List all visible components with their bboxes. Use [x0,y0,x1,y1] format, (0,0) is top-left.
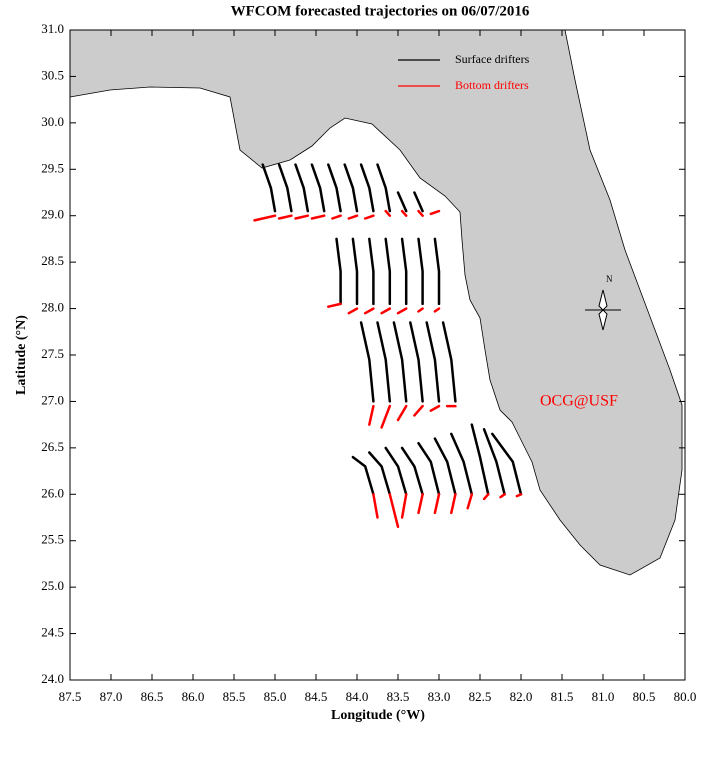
y-tick-label: 26.5 [41,439,64,454]
y-tick-label: 30.5 [41,67,64,82]
svg-text:N: N [606,274,613,284]
x-tick-label: 83.5 [387,689,410,704]
legend: Surface drifters Bottom drifters [398,52,530,92]
y-tick-label: 29.5 [41,160,64,175]
x-tick-label: 80.5 [633,689,656,704]
x-tick-label: 86.0 [182,689,205,704]
y-tick-label: 31.0 [41,21,64,36]
x-tick-label: 87.0 [100,689,123,704]
y-tick-label: 25.0 [41,578,64,593]
x-tick-label: 81.0 [592,689,615,704]
x-tick-label: 81.5 [551,689,574,704]
annotation: OCG@USF [540,393,618,410]
y-tick-label: 27.0 [41,392,64,407]
legend-label: Bottom drifters [455,78,529,92]
trajectory [261,163,523,496]
x-tick-label: 82.0 [510,689,533,704]
chart-title: WFCOM forecasted trajectories on 06/07/2… [231,3,530,19]
x-tick-label: 84.0 [346,689,369,704]
y-tick-label: 24.5 [41,625,64,640]
x-tick-label: 84.5 [305,689,328,704]
x-axis-label: Longitude (°W) [331,708,425,723]
y-tick-label: 27.5 [41,346,64,361]
y-axis-label: Latitude (°N) [14,315,29,395]
y-tick-label: 28.0 [41,300,64,315]
x-tick-label: 82.5 [469,689,492,704]
compass: N [585,274,621,331]
y-tick-label: 29.0 [41,207,64,222]
legend-label: Surface drifters [455,52,530,66]
y-tick-label: 25.5 [41,532,64,547]
land [69,29,683,576]
y-tick-label: 28.5 [41,253,64,268]
x-tick-label: 87.5 [59,689,82,704]
y-tick-label: 24.0 [41,671,64,686]
x-tick-label: 85.0 [264,689,287,704]
y-tick-label: 26.0 [41,485,64,500]
x-tick-label: 85.5 [223,689,246,704]
x-tick-label: 80.0 [674,689,697,704]
x-tick-label: 86.5 [141,689,164,704]
x-tick-label: 83.0 [428,689,451,704]
y-tick-label: 30.0 [41,114,64,129]
trajectory [253,209,523,529]
